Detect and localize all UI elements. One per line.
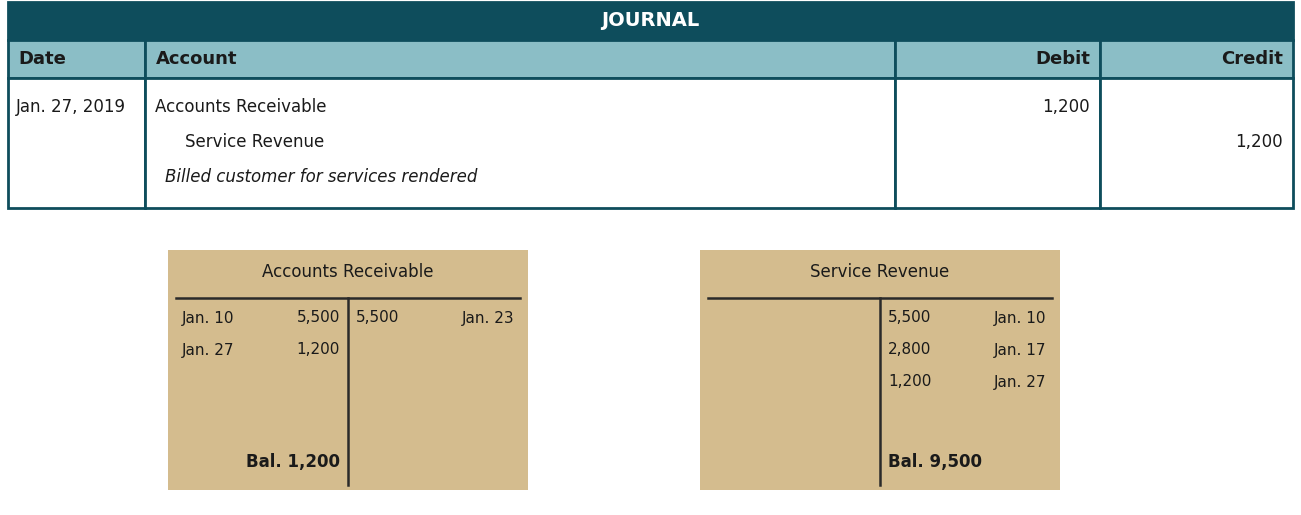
Text: 2,800: 2,800 [889, 342, 932, 357]
Text: Bal. 1,200: Bal. 1,200 [246, 453, 340, 471]
Text: Jan. 27: Jan. 27 [182, 342, 234, 357]
Text: Accounts Receivable: Accounts Receivable [263, 263, 433, 281]
Text: 5,500: 5,500 [889, 311, 932, 325]
Bar [700, 250, 1060, 490]
Text: Bal. 9,500: Bal. 9,500 [889, 453, 982, 471]
Bar [1101, 40, 1293, 78]
Text: Jan. 27: Jan. 27 [994, 374, 1046, 389]
Text: Debit: Debit [1036, 50, 1090, 68]
Bar [146, 78, 895, 208]
Text: 5,500: 5,500 [297, 311, 340, 325]
Bar [895, 40, 1101, 78]
Text: 1,200: 1,200 [297, 342, 340, 357]
Text: 5,500: 5,500 [356, 311, 399, 325]
Text: Jan. 17: Jan. 17 [994, 342, 1046, 357]
Text: Jan. 23: Jan. 23 [462, 311, 514, 325]
Text: Jan. 10: Jan. 10 [182, 311, 234, 325]
Bar [8, 2, 1293, 40]
Text: Date: Date [18, 50, 66, 68]
Bar [8, 40, 146, 78]
Bar [146, 40, 895, 78]
Text: Service Revenue: Service Revenue [186, 133, 325, 151]
Text: 1,200: 1,200 [1236, 133, 1283, 151]
Text: 1,200: 1,200 [1042, 98, 1090, 115]
Text: Billed customer for services rendered: Billed customer for services rendered [165, 168, 477, 186]
Text: Jan. 10: Jan. 10 [994, 311, 1046, 325]
Bar [895, 78, 1101, 208]
Bar [8, 78, 146, 208]
Text: Jan. 27, 2019: Jan. 27, 2019 [16, 98, 126, 115]
Text: 1,200: 1,200 [889, 374, 932, 389]
Bar [168, 250, 528, 490]
Text: Accounts Receivable: Accounts Receivable [156, 98, 327, 115]
Text: Account: Account [156, 50, 237, 68]
Text: JOURNAL: JOURNAL [601, 11, 700, 30]
Text: Credit: Credit [1222, 50, 1283, 68]
Bar [1101, 78, 1293, 208]
Text: Service Revenue: Service Revenue [811, 263, 950, 281]
